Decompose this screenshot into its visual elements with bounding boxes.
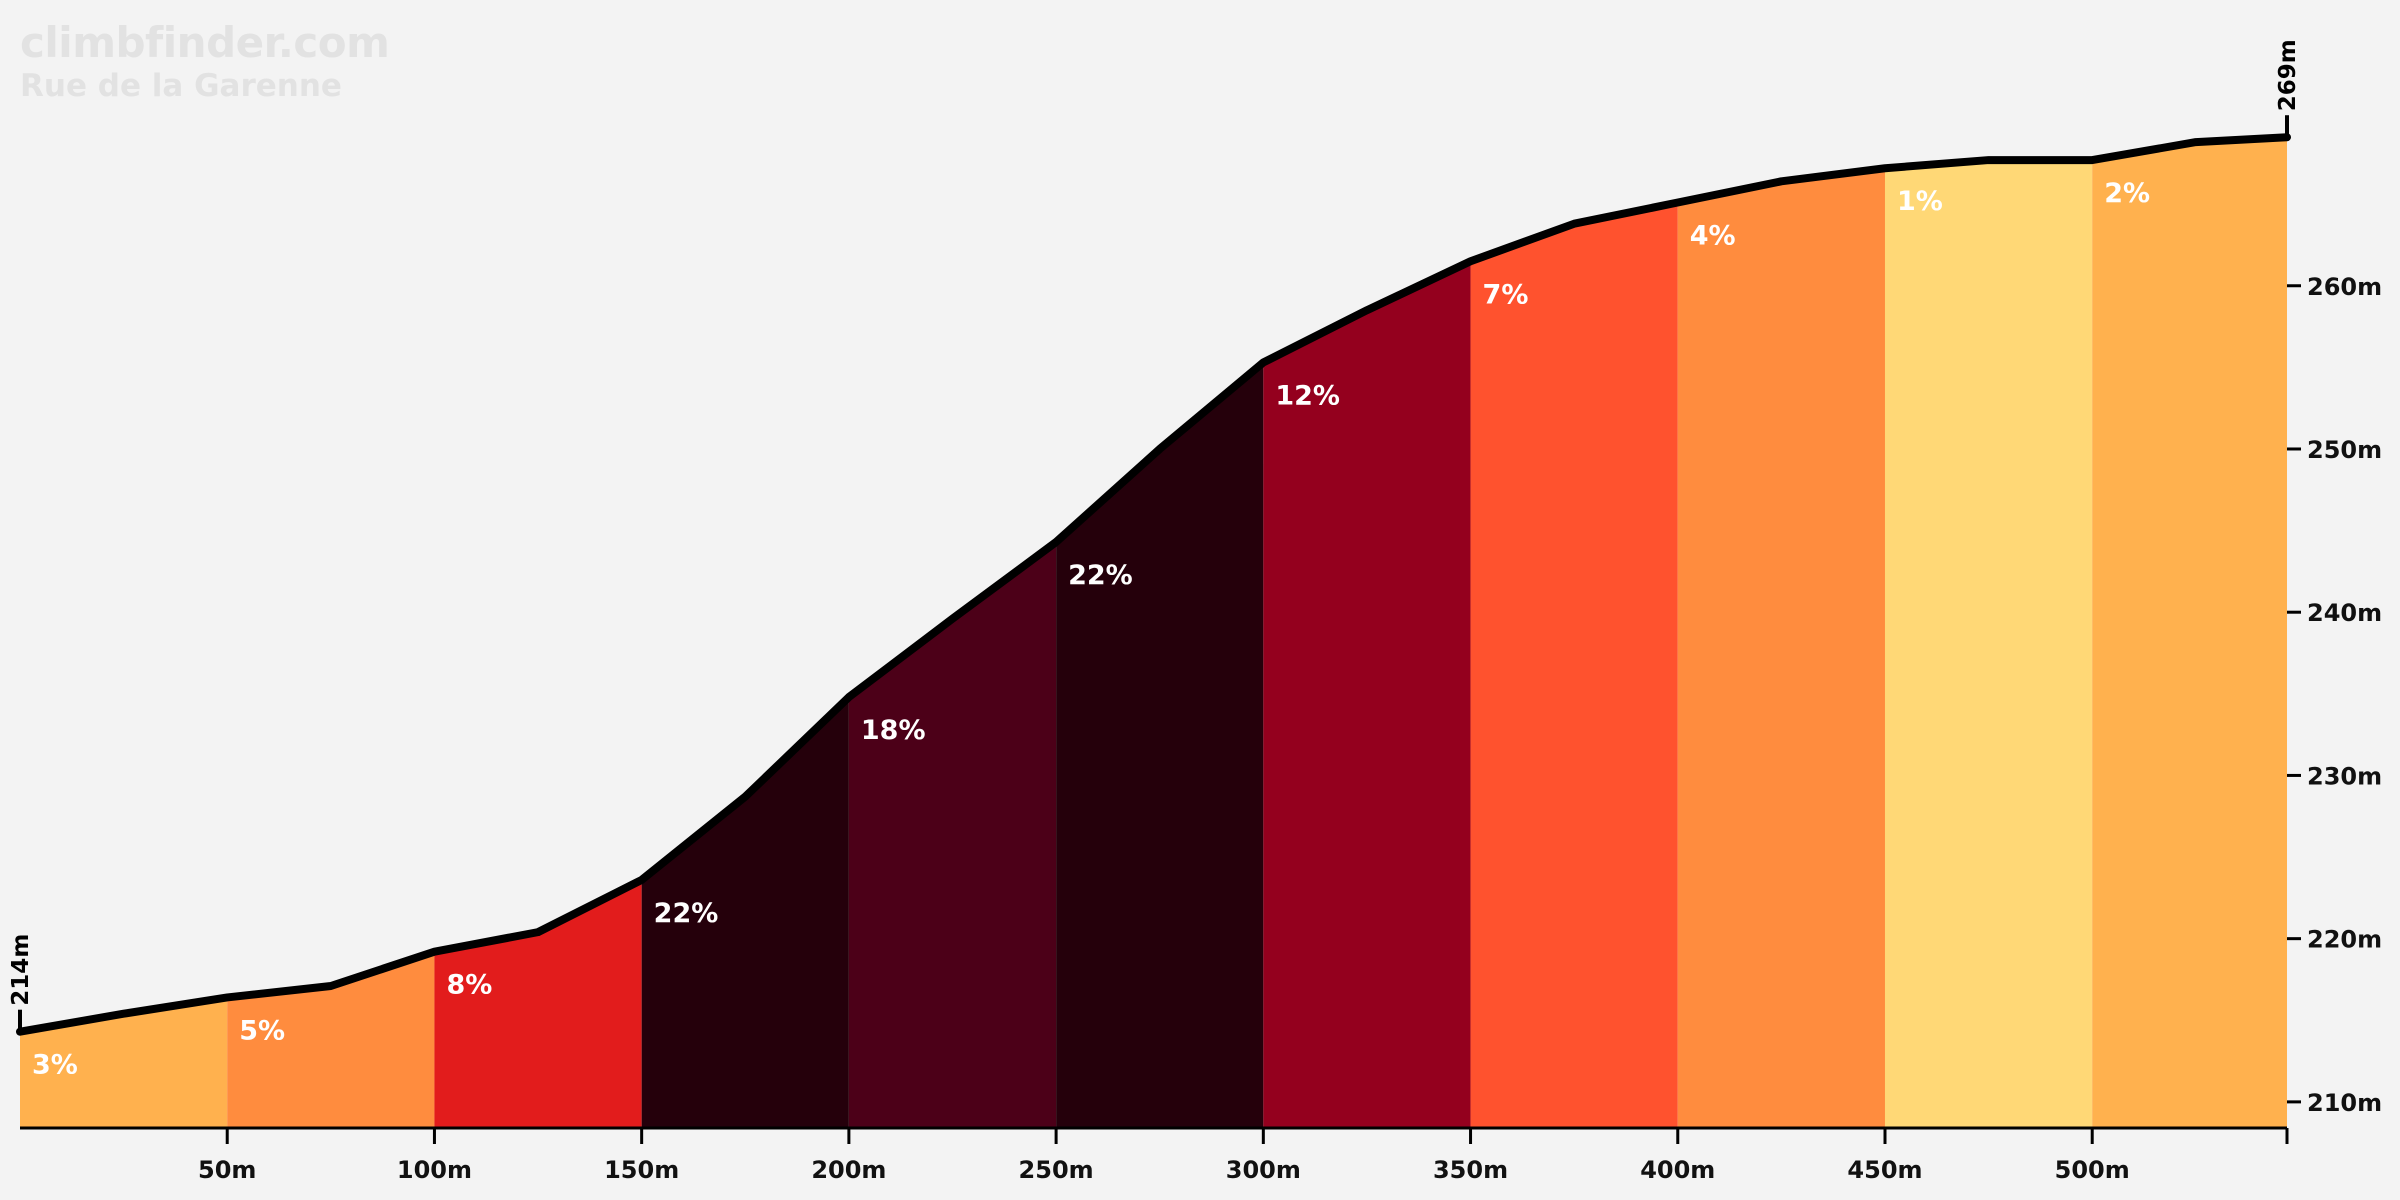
x-tick-label: 350m (1433, 1156, 1508, 1184)
watermark: climbfinder.com Rue de la Garenne (20, 18, 390, 104)
grade-segment (1470, 202, 1678, 1129)
x-tick-label: 450m (1847, 1156, 1922, 1184)
grade-label: 22% (654, 898, 719, 929)
grade-segment (641, 697, 849, 1128)
grade-label: 8% (446, 970, 492, 1001)
x-tick-label: 150m (604, 1156, 679, 1184)
x-tick-label: 50m (198, 1156, 256, 1184)
grade-label: 3% (32, 1050, 78, 1081)
grade-labels: 3% 5% 8% 22% 18% 22% 12% 7% 4% 1% 2% (32, 178, 2150, 1081)
grade-label: 12% (1275, 380, 1340, 411)
x-tick-label: 500m (2055, 1156, 2130, 1184)
elevation-end-markers: 214m 269m (8, 39, 2301, 1032)
x-tick-label: 300m (1226, 1156, 1301, 1184)
y-axis-ticks: 210m 220m 230m 240m 250m 260m (2287, 273, 2382, 1117)
grade-segment (1263, 261, 1471, 1128)
grade-label: 22% (1068, 560, 1133, 591)
grade-label: 4% (1690, 221, 1736, 252)
grade-segment (848, 542, 1057, 1128)
x-axis-ticks: 50m 100m 150m 200m 250m 300m 350m 400m 450m 500m (198, 1128, 2289, 1184)
grade-segment (1056, 362, 1264, 1129)
x-tick-label: 250m (1019, 1156, 1094, 1184)
y-tick-label: 260m (2307, 273, 2382, 301)
grade-label: 7% (1483, 279, 1529, 310)
grade-segment (434, 879, 642, 1128)
start-elevation-label: 214m (8, 934, 34, 1006)
grade-label: 18% (861, 715, 926, 746)
grade-segment (2092, 137, 2287, 1128)
grade-label: 5% (239, 1015, 285, 1046)
watermark-site: climbfinder.com (20, 18, 390, 67)
grade-segment (1884, 160, 2093, 1128)
elevation-profile-line (16, 133, 2291, 1036)
grade-label: 2% (2104, 178, 2150, 209)
y-tick-label: 220m (2307, 926, 2382, 954)
x-tick-label: 200m (811, 1156, 886, 1184)
end-elevation-label: 269m (2275, 39, 2301, 111)
grade-segments (20, 137, 2287, 1129)
y-tick-label: 250m (2307, 436, 2382, 464)
grade-segment (20, 997, 228, 1128)
x-tick-label: 100m (397, 1156, 472, 1184)
grade-segment (1677, 168, 1885, 1129)
y-tick-label: 230m (2307, 762, 2382, 790)
y-tick-label: 210m (2307, 1089, 2382, 1117)
grade-label: 1% (1897, 186, 1943, 217)
x-tick-label: 400m (1640, 1156, 1715, 1184)
watermark-climb-name: Rue de la Garenne (20, 68, 342, 104)
y-tick-label: 240m (2307, 599, 2382, 627)
grade-segment (227, 951, 435, 1128)
